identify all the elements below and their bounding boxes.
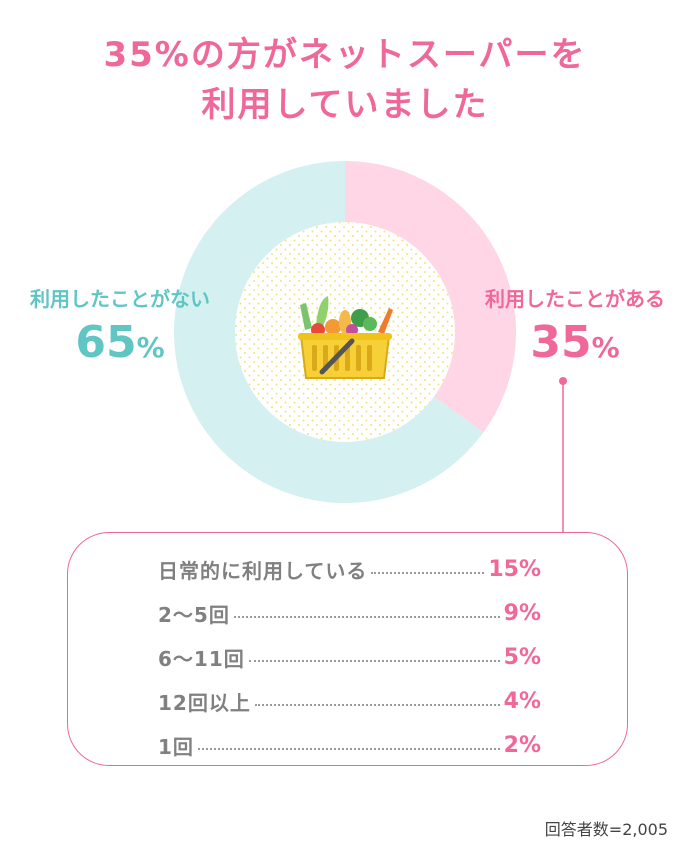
chart-title-line-1: 35%の方がネットスーパーを [103, 35, 587, 75]
breakdown-label: 2～5回 [158, 602, 230, 627]
slice-label-never-used-value: 65% [10, 313, 230, 378]
leader-dot [559, 377, 567, 385]
breakdown-row: 2～5回 9% [158, 591, 541, 635]
slice-label-used: 利用したことがある 35% [465, 285, 685, 378]
respondent-count-note: 回答者数=2,005 [544, 820, 668, 839]
slice-label-never-used: 利用したことがない 65% [10, 285, 230, 378]
breakdown-value: 5% [503, 644, 541, 670]
breakdown-row: 12回以上 4% [158, 679, 541, 723]
breakdown-label: 日常的に利用している [158, 558, 368, 583]
percent-sign-never-used: % [136, 331, 165, 364]
breakdown-label: 12回以上 [158, 690, 251, 715]
slice-label-never-used-name: 利用したことがない [30, 287, 210, 311]
breakdown-row: 6～11回 5% [158, 635, 541, 679]
percent-sign-used: % [591, 331, 620, 364]
slice-value-used: 35 [530, 317, 592, 368]
breakdown-value: 9% [503, 600, 541, 626]
breakdown-list: 日常的に利用している 15% 2～5回 9% 6～11回 5% 12回以上 4%… [158, 547, 541, 767]
dotted-leader [248, 660, 500, 662]
breakdown-row: 日常的に利用している 15% [158, 547, 541, 591]
dotted-leader [197, 748, 500, 750]
breakdown-value: 15% [488, 556, 541, 582]
chart-title: 35%の方がネットスーパーを 利用していました [0, 30, 690, 130]
breakdown-label: 6～11回 [158, 646, 245, 671]
breakdown-value: 2% [503, 732, 541, 758]
breakdown-value: 4% [503, 688, 541, 714]
dotted-leader [371, 572, 485, 574]
slice-value-never-used: 65 [75, 317, 137, 368]
slice-label-used-value: 35% [465, 313, 685, 378]
breakdown-row: 1回 2% [158, 723, 541, 767]
breakdown-label: 1回 [158, 734, 194, 759]
shopping-basket-with-vegetables-icon [298, 296, 393, 379]
breakdown-box [67, 532, 628, 766]
chart-title-line-2: 利用していました [201, 85, 489, 125]
dotted-leader [254, 704, 500, 706]
slice-label-used-name: 利用したことがある [485, 287, 665, 311]
dotted-leader [233, 616, 500, 618]
